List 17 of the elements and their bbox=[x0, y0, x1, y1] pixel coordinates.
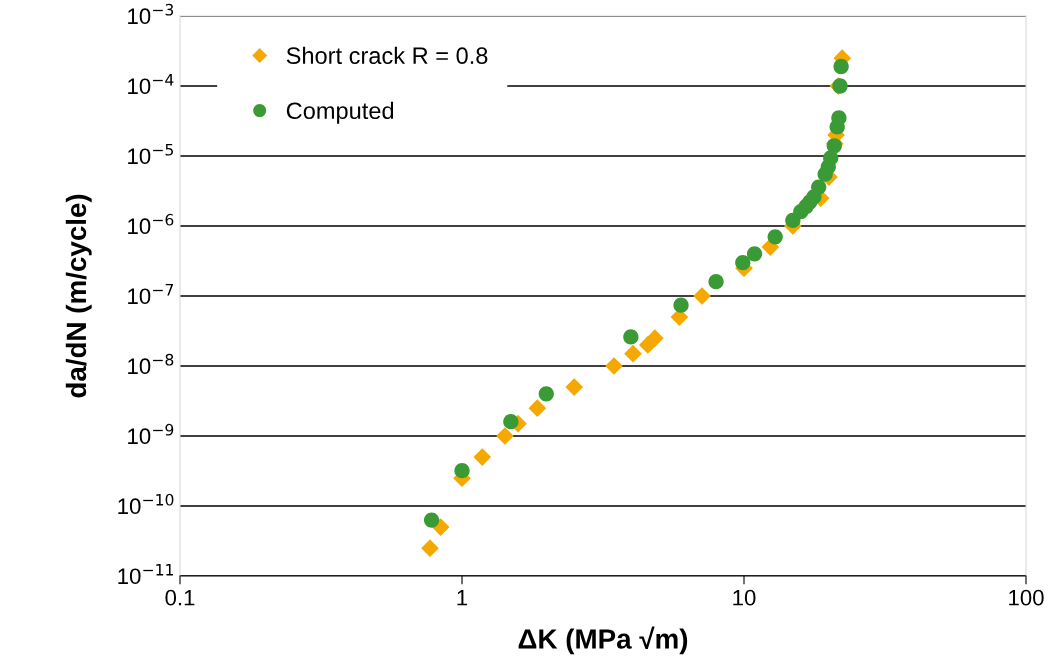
y-tick-label: 10$^{−10}$ bbox=[118, 493, 174, 515]
y-tick-label: 10$^{−9}$ bbox=[128, 423, 174, 445]
x-tick-label: 1 bbox=[457, 590, 468, 606]
y-tick-label: 10$^{−3}$ bbox=[128, 3, 174, 25]
legend-label: Short crack R = 0.8 bbox=[286, 46, 488, 65]
x-axis-title: ΔK (MPa √m) bbox=[518, 626, 688, 655]
y-tick-label: 10$^{−11}$ bbox=[118, 564, 174, 585]
legend-label: Computed bbox=[286, 101, 394, 124]
x-tick-label: 0.1 bbox=[165, 589, 195, 606]
x-tick-label: 10 bbox=[733, 589, 756, 606]
y-tick-label: 10$^{−8}$ bbox=[128, 353, 174, 375]
y-tick-label: 10$^{−5}$ bbox=[128, 144, 173, 165]
x-tick-label: 100 bbox=[1009, 589, 1044, 606]
y-axis-title: da/dN (m/cycle) bbox=[65, 194, 92, 398]
y-tick-label: 10$^{−7}$ bbox=[128, 284, 173, 305]
y-tick-label: 10$^{−4}$ bbox=[128, 74, 174, 95]
y-tick-label: 10$^{−6}$ bbox=[128, 213, 174, 235]
